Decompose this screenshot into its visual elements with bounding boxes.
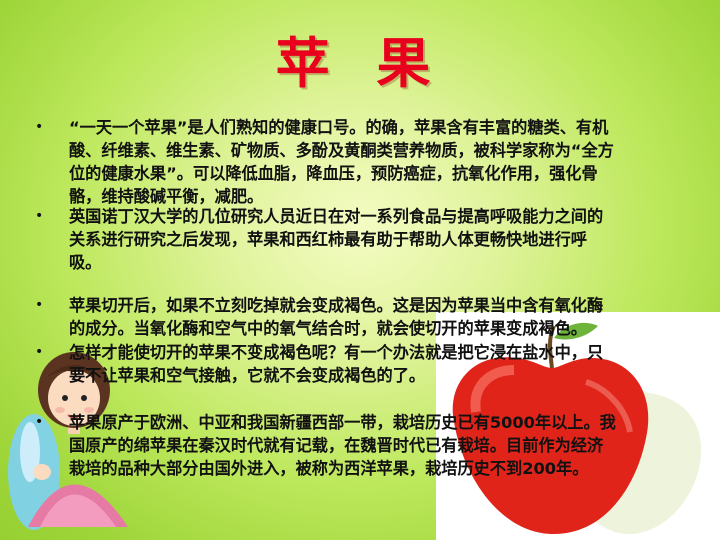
bullet-item: 苹果原产于欧洲、中亚和我国新疆西部一带，栽培历史已有5000年以上。我 国原产的… — [35, 411, 677, 480]
bullet-item: 苹果切开后，如果不立刻吃掉就会变成褐色。这是因为苹果当中含有氧化酶 的成分。当氧… — [35, 294, 677, 340]
slide-title: 苹 果 — [275, 32, 445, 95]
bullet-item: 英国诺丁汉大学的几位研究人员近日在对一系列食品与提高呼吸能力之间的 关系进行研究… — [35, 205, 677, 274]
bullet-item: “一天一个苹果”是人们熟知的健康口号。的确，苹果含有丰富的糖类、有机 酸、纤维素… — [35, 116, 677, 208]
bullet-item: 怎样才能使切开的苹果不变成褐色呢？有一个办法就是把它浸在盐水中，只 要不让苹果和… — [35, 341, 677, 387]
